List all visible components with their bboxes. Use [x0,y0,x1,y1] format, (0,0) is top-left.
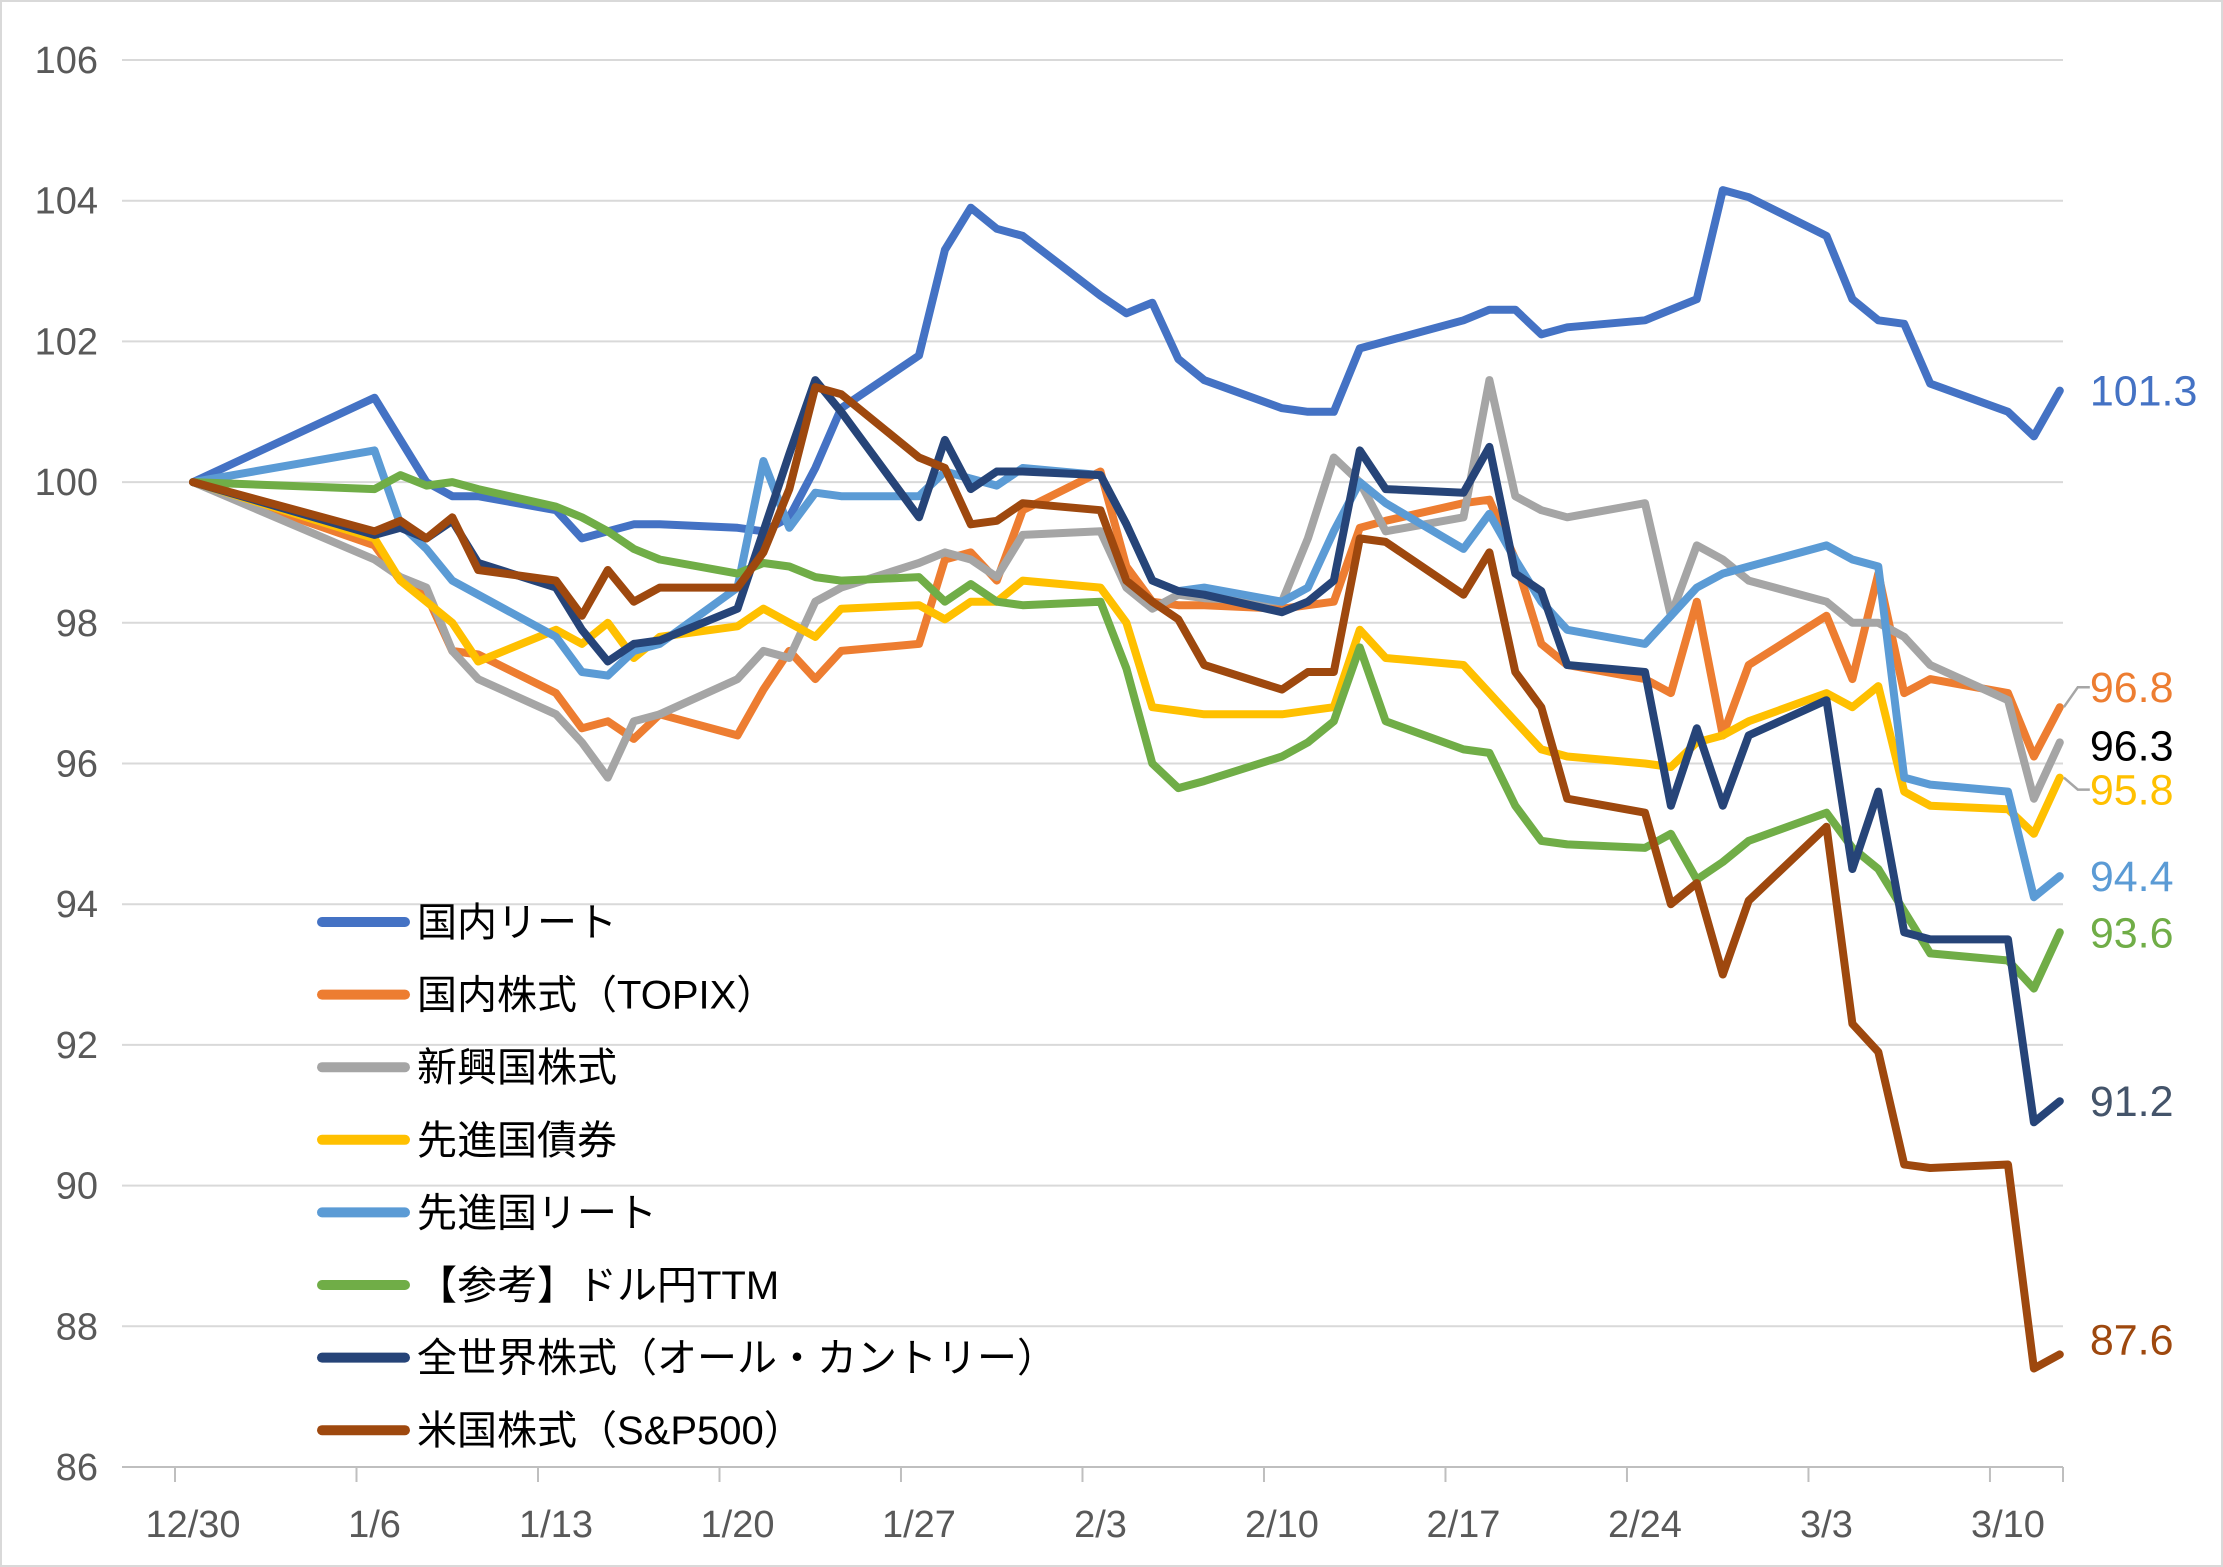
y-axis-tick-label: 94 [56,884,98,926]
legend-label-global-stocks-acwi: 全世界株式（オール・カントリー） [417,1337,1057,1381]
end-value-label-emerging-stocks: 96.3 [2090,722,2174,770]
legend-item-global-stocks-acwi: 全世界株式（オール・カントリー） [317,1337,1057,1381]
y-axis-tick-label: 92 [56,1025,98,1067]
end-value-label-usdjpy-ttm: 93.6 [2090,909,2174,957]
x-axis-tick-label: 2/3 [1074,1504,1127,1546]
series-line-usdjpy-ttm [189,471,2064,993]
x-axis-tick-label: 3/10 [1971,1504,2045,1546]
legend-item-domestic-stocks-topix: 国内株式（TOPIX） [317,974,776,1018]
legend-item-domestic-reit: 国内リート [317,901,617,945]
legend-item-us-stocks-sp500: 米国株式（S&P500） [317,1409,804,1453]
end-value-label-us-stocks-sp500: 87.6 [2090,1316,2174,1364]
end-label-leader-developed-bonds [2063,776,2090,791]
y-axis-tick-label: 104 [35,181,98,223]
end-value-label-global-stocks-acwi: 91.2 [2090,1078,2174,1126]
x-axis-tick-label: 1/13 [519,1504,593,1546]
legend-label-emerging-stocks: 新興国株式 [417,1046,617,1090]
series-line-developed-bonds [189,478,2064,838]
y-axis-tick-label: 100 [35,462,98,504]
x-axis-tick-label: 3/3 [1800,1504,1853,1546]
x-axis-tick-label: 1/20 [701,1504,775,1546]
series-line-domestic-stocks-topix [189,467,2064,761]
end-value-label-developed-reit: 94.4 [2090,853,2174,901]
y-axis-tick-label: 88 [56,1306,98,1348]
x-axis-tick-label: 2/10 [1245,1504,1319,1546]
y-axis-tick-label: 102 [35,321,98,363]
end-value-label-developed-bonds: 95.8 [2090,767,2174,815]
end-label-leader-domestic-stocks-topix [2062,685,2090,708]
legend-label-us-stocks-sp500: 米国株式（S&P500） [417,1409,804,1453]
y-axis-tick-label: 98 [56,603,98,645]
legend-label-domestic-stocks-topix: 国内株式（TOPIX） [417,974,776,1018]
legend-item-developed-bonds: 先進国債券 [317,1119,617,1163]
x-axis-tick-label: 12/30 [145,1504,240,1546]
legend-item-usdjpy-ttm: 【参考】ドル円TTM [317,1264,779,1308]
x-axis-tick-label: 1/27 [882,1504,956,1546]
x-axis-tick-label: 2/17 [1426,1504,1500,1546]
legend-item-developed-reit: 先進国リート [317,1191,657,1235]
legend-label-developed-reit: 先進国リート [417,1191,657,1235]
legend-label-domestic-reit: 国内リート [417,901,617,945]
legend-label-usdjpy-ttm: 【参考】ドル円TTM [417,1264,779,1308]
x-axis-tick-label: 2/24 [1608,1504,1682,1546]
series-line-us-stocks-sp500 [189,383,2064,1373]
y-axis-tick-label: 90 [56,1166,98,1208]
legend-label-developed-bonds: 先進国債券 [417,1119,617,1163]
legend-item-emerging-stocks: 新興国株式 [317,1046,617,1090]
end-value-label-domestic-reit: 101.3 [2090,368,2198,416]
y-axis-tick-label: 86 [56,1447,98,1489]
y-axis-tick-label: 106 [35,40,98,82]
end-value-label-domestic-stocks-topix: 96.8 [2090,664,2174,712]
series-line-global-stocks-acwi [189,376,2064,1127]
x-axis-tick-label: 1/6 [348,1504,401,1546]
y-axis-tick-label: 96 [56,744,98,786]
